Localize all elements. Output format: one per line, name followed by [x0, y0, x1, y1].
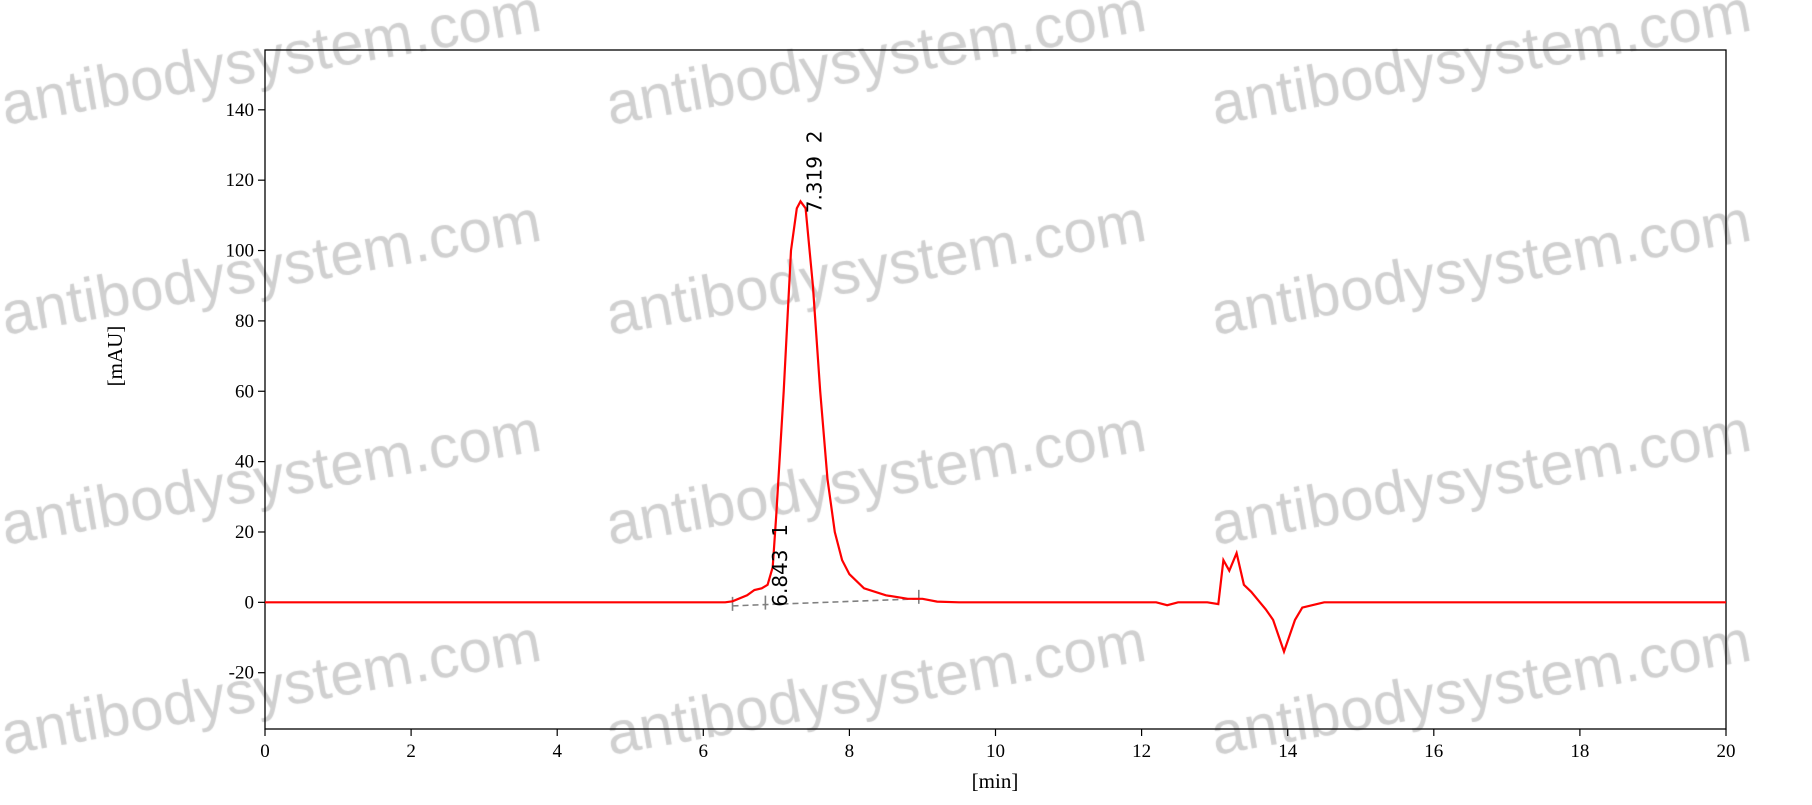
y-tick-label: 140 — [226, 100, 255, 121]
y-tick-label: 80 — [235, 311, 254, 332]
x-tick-label: 16 — [1424, 741, 1443, 762]
peak-label: 7.319 2 — [803, 131, 827, 214]
integration-baseline — [731, 589, 920, 611]
x-tick-label: 12 — [1132, 741, 1151, 762]
x-tick-label: 8 — [845, 741, 855, 762]
y-tick-label: 20 — [235, 522, 254, 543]
y-tick-label: -20 — [229, 663, 254, 684]
signal-trace — [265, 199, 1726, 655]
x-tick-label: 0 — [260, 741, 270, 762]
peak-labels: 6.843 1 7.319 2 — [768, 131, 827, 607]
x-tick-label: 2 — [406, 741, 416, 762]
y-axis-label: [mAU] — [103, 326, 127, 387]
y-tick-label: 40 — [235, 452, 254, 473]
x-tick-label: 6 — [699, 741, 709, 762]
y-tick-label: 100 — [226, 241, 255, 262]
x-tick-label: 18 — [1570, 741, 1589, 762]
y-tick-label: 120 — [226, 170, 255, 191]
y-axis: -20 0 20 40 60 80 100 120 140 — [226, 100, 265, 684]
x-tick-label: 10 — [986, 741, 1005, 762]
baseline-line — [732, 598, 919, 607]
x-axis-label: [min] — [972, 769, 1019, 793]
peak-label: 6.843 1 — [768, 524, 792, 607]
x-tick-label: 20 — [1717, 741, 1736, 762]
y-tick-label: 60 — [235, 381, 254, 402]
plot-frame — [264, 49, 1727, 730]
x-tick-label: 4 — [552, 741, 562, 762]
y-tick-label: 0 — [245, 592, 255, 613]
x-tick-label: 14 — [1278, 741, 1298, 762]
x-axis: 0 2 4 6 8 10 12 14 16 18 20 — [260, 729, 1736, 762]
